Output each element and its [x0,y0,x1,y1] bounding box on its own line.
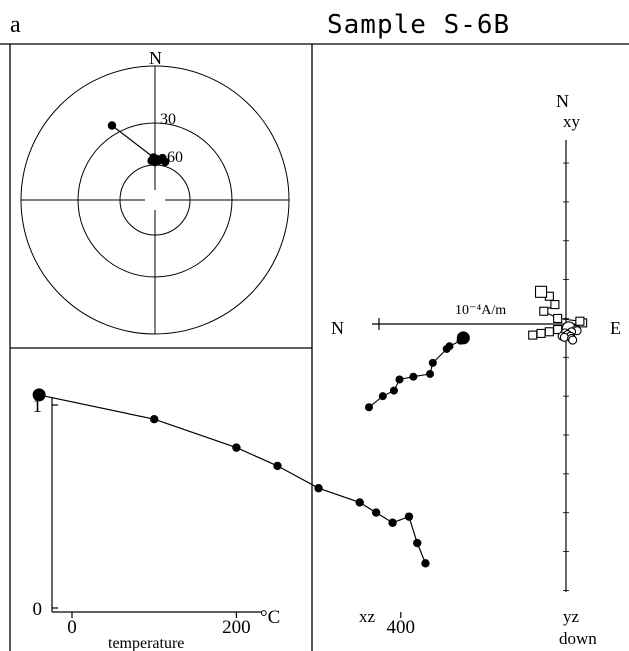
stereonet-point [160,157,170,167]
zij-xz-point [428,358,437,367]
zij-xy-point [575,316,585,326]
zij-xz-point [364,403,373,412]
demag-point [314,484,323,493]
demag-y-tick-label: 1 [33,396,43,417]
demag-x-tick-label: 400 [387,617,416,638]
zij-xy-point [534,285,548,298]
zij-xy-point [539,306,549,316]
stereonet-point [107,121,117,130]
zij-yz-label: yz [563,607,580,626]
zij-down-label: down [559,629,597,648]
stereonet-ring-label-30: 30 [160,111,176,128]
zij-xz-point [442,344,451,353]
demag-point [421,559,430,568]
stereonet-ring-label-60: 60 [167,149,183,166]
zijderveld-plot: N N E 10⁻⁴A/m xy xz yz down [331,91,621,648]
zij-yz-point [559,332,569,342]
demag-x-tick-label: 200 [222,617,251,638]
sample-title: Sample S-6B [327,10,511,40]
zij-xz-point [395,375,404,384]
demag-x-unit: °C [260,607,280,628]
zij-xz-point [456,336,465,345]
zij-xz-label: xz [359,607,376,626]
demag-point [413,538,422,548]
demag-point [232,443,241,452]
zij-xy-point [550,300,560,310]
zij-xy-point [536,328,546,338]
demag-point [150,415,159,424]
demag-point [388,518,397,527]
panel-letter: a [10,12,21,38]
zij-north-label-top: N [556,91,569,111]
zij-xy-point [553,324,563,335]
zij-xy-point [544,327,554,337]
demag-point [273,461,282,471]
stereonet-center-gap [145,190,165,210]
zij-xy-point [528,330,538,340]
demag-point [32,388,46,402]
zij-xz-point [409,372,418,381]
demag-x-label: temperature [108,635,184,651]
demag-point [355,498,364,507]
demag-line [38,394,427,564]
zij-xy-label: xy [563,112,581,131]
stereonet-plot: N 30 60 [20,48,290,335]
zij-scale-label: 10⁻⁴A/m [455,303,506,318]
stereonet-north-label: N [149,48,162,68]
zij-xy-point [553,313,563,324]
zij-xz-point [378,392,387,401]
demag-plot: °C temperature 0 200 400 0 1 [33,388,430,651]
zij-xz-point [426,369,435,378]
demag-x-tick-label: 0 [67,617,77,638]
demag-point [404,512,414,521]
zij-xz-point [389,386,398,395]
zij-axis-right-label: E [610,318,621,338]
demag-point [371,508,381,517]
zij-axis-left-label: N [331,318,344,338]
zij-yz-point [568,335,578,345]
demag-y-tick-label: 0 [33,599,43,620]
stereonet-point [150,158,160,167]
